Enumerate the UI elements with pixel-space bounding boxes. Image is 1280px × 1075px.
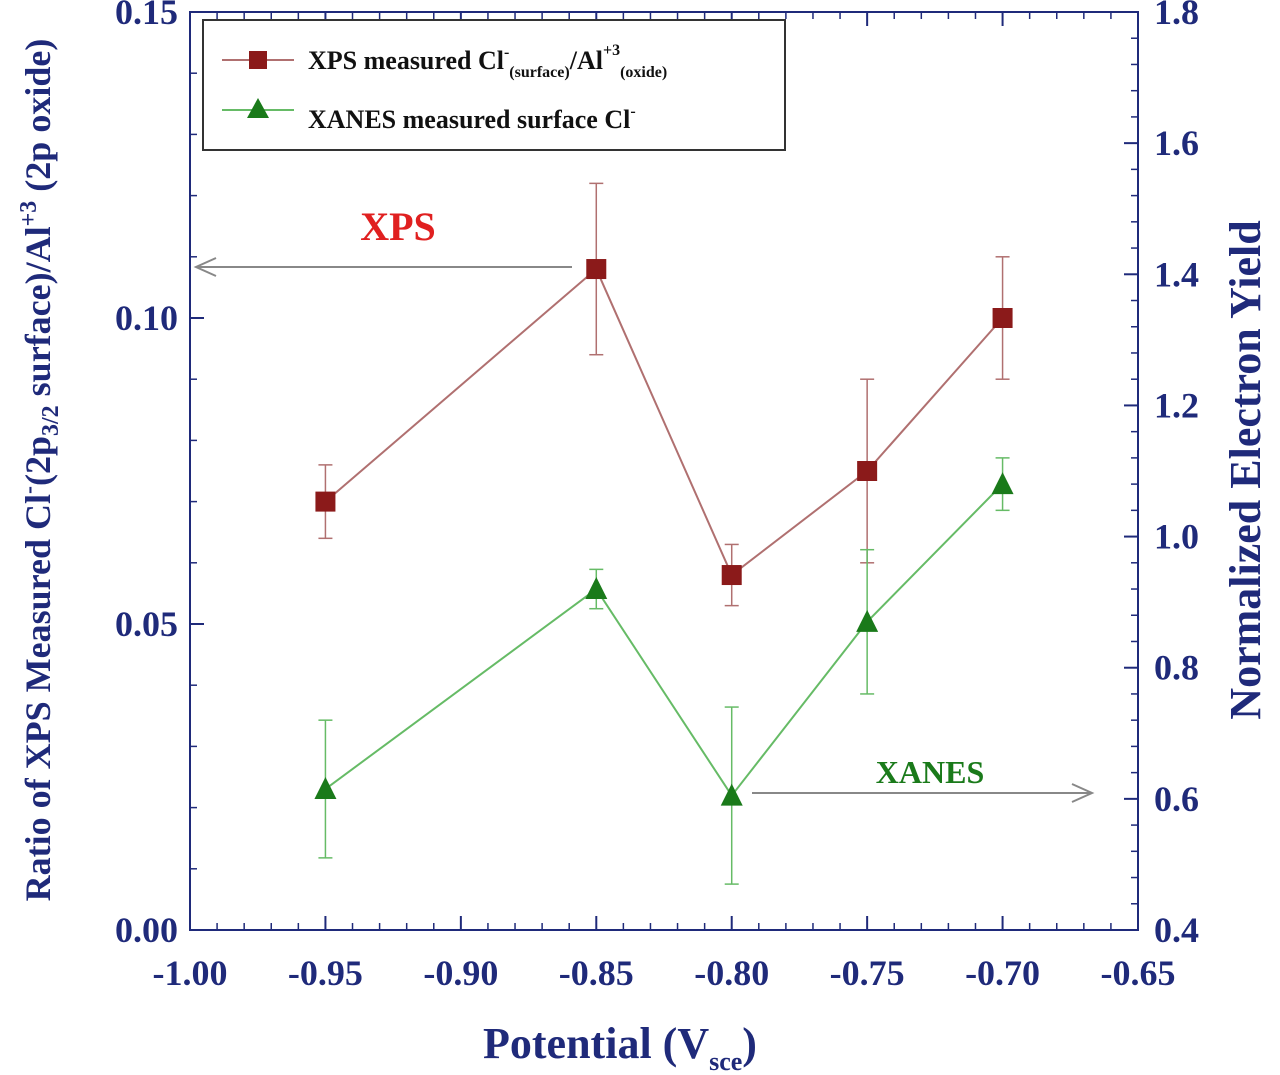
left-axis-title-p4: (2p oxide) xyxy=(18,39,58,201)
x-tick-label: -0.75 xyxy=(830,953,905,993)
data-point-triangle xyxy=(314,777,337,800)
legend-label-xanes-sup1: - xyxy=(630,103,635,120)
data-point-square xyxy=(315,491,336,512)
plot-frame xyxy=(189,11,1139,931)
left-axis-title-p3: surface)/Al xyxy=(18,226,58,405)
right-axis-title: Normalized Electron Yield xyxy=(1221,220,1270,719)
x-tick-label: -0.70 xyxy=(965,953,1040,993)
tick-labels: -1.00 -0.95 -0.90 -0.85 -0.80 -0.75 -0.70 -0.65… xyxy=(115,0,1199,993)
data-point-triangle xyxy=(720,783,743,806)
data-point-triangle xyxy=(856,609,879,632)
data-point-triangle xyxy=(991,472,1014,495)
y-right-tick-label: 1.4 xyxy=(1154,254,1199,294)
y-left-tick-label: 0.10 xyxy=(115,298,178,338)
x-tick-label: -1.00 xyxy=(153,953,228,993)
y-right-tick-label: 1.2 xyxy=(1154,385,1199,425)
left-axis-title-sup1: - xyxy=(16,486,42,494)
annotation-xps: XPS xyxy=(360,204,436,249)
data-point-triangle xyxy=(585,577,608,600)
x-tick-label: -0.65 xyxy=(1101,953,1176,993)
legend-box xyxy=(202,19,786,151)
legend-label-xanes-t1: XANES measured surface Cl xyxy=(308,105,630,134)
legend-label-xps-sup2: +3 xyxy=(603,42,620,59)
y-left-tick-label: 0.15 xyxy=(115,0,178,32)
y-right-tick-label: 0.8 xyxy=(1154,648,1199,688)
y-left-tick-label: 0.05 xyxy=(115,604,178,644)
y-right-tick-label: 1.0 xyxy=(1154,517,1199,557)
y-right-tick-label: 0.4 xyxy=(1154,910,1199,950)
series-layer xyxy=(314,182,1014,885)
x-axis-title-main: Potential (V xyxy=(483,1019,709,1068)
x-axis-title-sub: sce xyxy=(709,1047,742,1075)
left-axis-title-sub1: 3/2 xyxy=(38,405,64,436)
annotation-xps-arrowhead xyxy=(193,257,217,277)
y-right-tick-label: 1.6 xyxy=(1154,123,1199,163)
legend-label-xanes: XANES measured surface Cl- xyxy=(308,103,636,134)
x-tick-label: -0.80 xyxy=(694,953,769,993)
legend-label-xps-sub1: (surface) xyxy=(509,64,569,81)
left-axis-title-sup2: +3 xyxy=(16,201,42,227)
left-axis-title-p1: Ratio of XPS Measured Cl xyxy=(18,494,58,901)
legend-label-xps-t2: /Al xyxy=(569,46,603,75)
left-axis-title-p2: (2p xyxy=(18,436,58,486)
legend-label-xps-sub2: (oxide) xyxy=(620,64,667,81)
legend-marker-xps xyxy=(249,51,267,69)
left-axis-title: Ratio of XPS Measured Cl-(2p3/2 surface)… xyxy=(16,39,64,902)
data-point-square xyxy=(992,308,1013,328)
x-tick-label: -0.90 xyxy=(423,953,498,993)
annotation-xanes: XANES xyxy=(876,754,984,790)
series-0 xyxy=(315,182,1013,607)
legend-marker-xanes xyxy=(247,98,269,118)
x-axis-title-close: ) xyxy=(742,1019,757,1068)
x-tick-label: -0.95 xyxy=(288,953,363,993)
data-point-square xyxy=(857,461,878,481)
legend-label-xps: XPS measured Cl-(surface)/Al+3(oxide) xyxy=(308,42,667,81)
legend-label-xps-t1: XPS measured Cl xyxy=(308,46,504,75)
series-line xyxy=(324,483,1004,798)
y-left-tick-label: 0.00 xyxy=(115,910,178,950)
series-line xyxy=(324,267,1004,577)
data-point-square xyxy=(721,565,742,586)
legend: XPS measured Cl-(surface)/Al+3(oxide) XA… xyxy=(202,19,786,151)
y-right-tick-label: 0.6 xyxy=(1154,779,1199,819)
legend-label-xps-sup1: - xyxy=(504,44,509,61)
series-1 xyxy=(314,457,1014,885)
x-axis-title: Potential (Vsce) xyxy=(483,1019,757,1075)
y-right-tick-label: 1.8 xyxy=(1154,0,1199,32)
x-tick-label: -0.85 xyxy=(559,953,634,993)
data-point-square xyxy=(586,259,607,280)
annotation-xanes-arrowhead xyxy=(1071,783,1095,803)
